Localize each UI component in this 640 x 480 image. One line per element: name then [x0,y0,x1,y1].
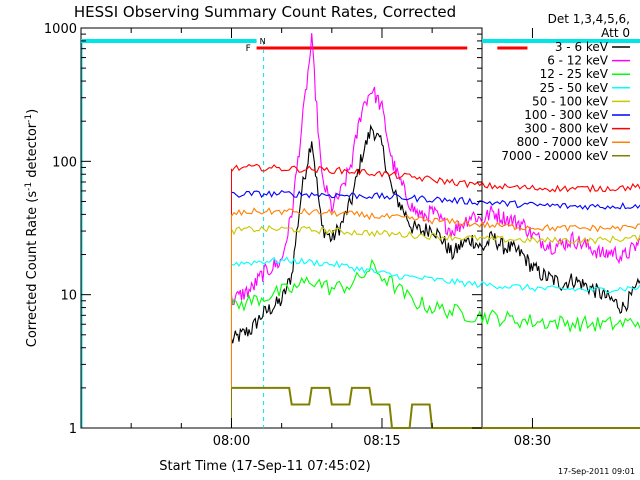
legend-label-0: 3 - 6 keV [555,40,609,54]
legend-header-line1: Det 1,3,4,5,6, [548,12,630,26]
x-tick-label: 08:00 [213,434,250,449]
flare-flag-label: F [246,44,251,54]
y-axis-label-sup1: -1 [24,182,34,191]
legend-label-7: 800 - 7000 keV [517,135,609,149]
y-axis-label-sup2: -1 [24,114,34,123]
series-line-2 [230,258,640,334]
legend-label-5: 100 - 300 keV [524,108,608,122]
y-axis-label: Corrected Count Rate (s-1 detector-1) [24,109,40,347]
legend-label-2: 12 - 25 keV [540,67,609,81]
timestamp: 17-Sep-2011 09:01 [558,467,635,476]
x-axis-label: Start Time (17-Sep-11 07:45:02) [159,459,370,474]
legend-label-8: 7000 - 20000 keV [501,149,608,163]
chart-title: HESSI Observing Summary Count Rates, Cor… [74,3,456,21]
flag-layer: NF [81,37,640,428]
legend-label-6: 300 - 800 keV [524,122,608,136]
legend-label-4: 50 - 100 keV [532,94,609,108]
series-line-8 [231,386,640,429]
plot-frame [80,27,483,429]
legend-label-3: 25 - 50 keV [540,81,609,95]
series-layer [230,33,640,429]
y-tick-label: 10 [60,289,77,304]
series-line-7 [231,207,640,233]
series-line-3 [231,256,640,294]
y-axis-label-end: ) [25,109,40,114]
night-flag-label: N [260,37,266,46]
series-line-6 [231,163,640,193]
y-axis-label-mid: detector [25,122,40,182]
y-axis-label-main: Corrected Count Rate (s [25,191,40,348]
series-line-1 [230,33,640,305]
y-tick-label: 1000 [44,22,77,37]
x-tick-label: 08:15 [363,434,400,449]
legend-label-1: 6 - 12 keV [547,54,609,68]
y-tick-label: 100 [52,155,77,170]
legend-header-line2: Att 0 [601,26,630,40]
series-line-5 [231,189,640,211]
y-tick-label: 1 [69,422,77,437]
x-tick-label: 08:30 [514,434,551,449]
series-line-0 [230,123,640,344]
series-line-4 [231,224,640,245]
